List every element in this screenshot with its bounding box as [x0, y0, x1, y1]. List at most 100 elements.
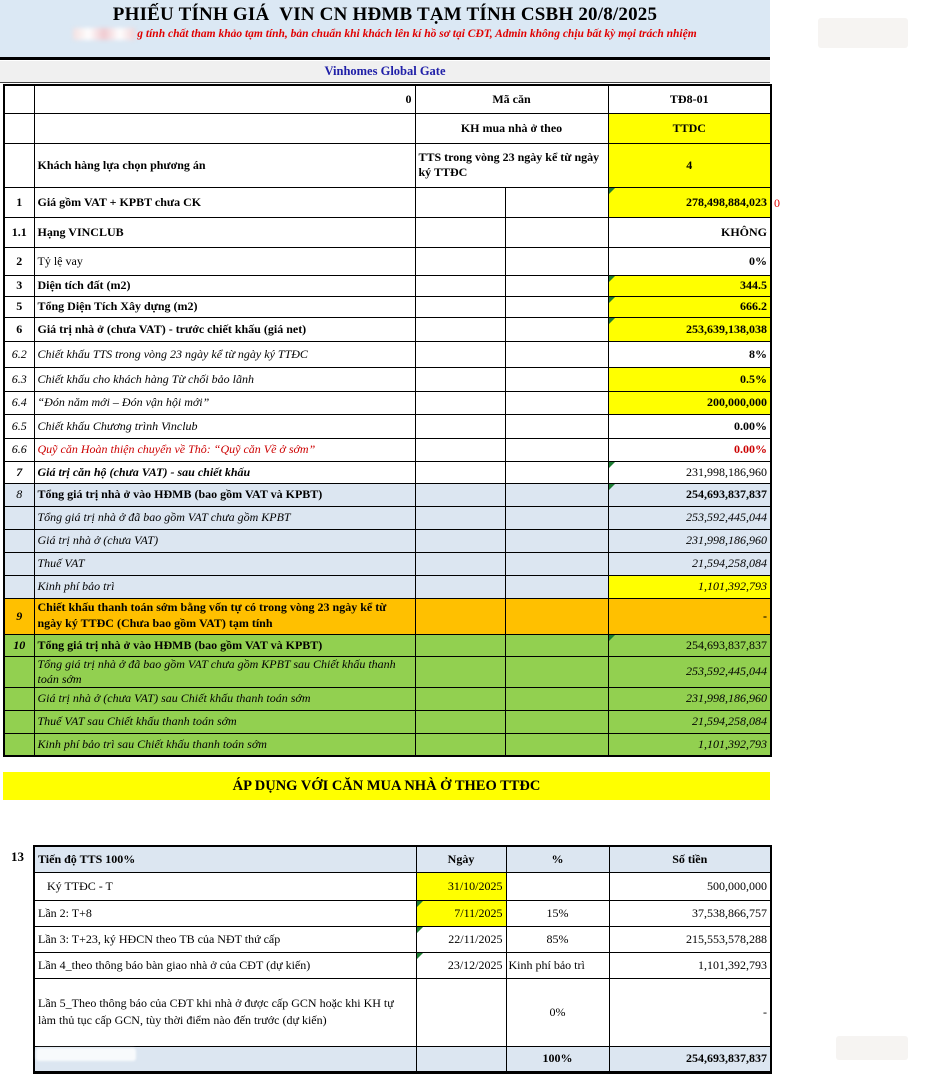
comment-indicator-icon — [417, 953, 423, 959]
label-cell: Quỹ căn Hoàn thiện chuyển về Thô: “Quỹ c… — [33, 437, 416, 462]
empty-cell — [504, 390, 609, 415]
amount-cell: 37,538,866,757 — [608, 899, 772, 927]
comment-indicator-icon — [609, 318, 615, 324]
empty-cell — [414, 366, 506, 392]
value-cell[interactable]: 278,498,884,023 — [607, 186, 772, 218]
value-cell[interactable]: 4 — [607, 142, 772, 188]
label-cell: Tổng Diện Tích Xây dựng (m2) — [33, 295, 416, 318]
empty-cell — [414, 633, 506, 657]
empty-cell — [3, 686, 35, 711]
date-cell[interactable]: 31/10/2025 — [415, 871, 507, 901]
empty-cell — [504, 460, 609, 484]
empty-cell — [414, 437, 506, 462]
amount-cell: 215,553,578,288 — [608, 925, 772, 953]
table-row: Lần 2: T+8 7/11/2025 15% 37,538,866,757 — [33, 899, 772, 927]
value-cell[interactable]: 1,101,392,793 — [607, 574, 772, 599]
page-title: PHIẾU TÍNH GIÁ VIN CN HĐMB TẠM TÍNH CSBH… — [112, 4, 658, 25]
label-cell: Diện tích đất (m2) — [33, 274, 416, 297]
amount-cell: 1,101,392,793 — [608, 951, 772, 979]
label-cell: Giá trị nhà ở (chưa VAT) - trước chiết k… — [33, 316, 416, 342]
table-row: 8 Tổng giá trị nhà ở vào HĐMB (bao gồm V… — [3, 482, 772, 507]
label-cell: Giá trị nhà ở (chưa VAT) sau Chiết khấu … — [33, 686, 416, 711]
divider — [0, 57, 770, 60]
table-row: KH mua nhà ở theo TTDC — [3, 112, 772, 144]
comment-indicator-icon — [417, 927, 423, 933]
label-cell: Hạng VINCLUB — [33, 216, 416, 248]
comment-indicator-icon — [609, 484, 615, 490]
percent-cell: Kinh phí bảo trì — [505, 951, 610, 979]
table-row: 6.6 Quỹ căn Hoàn thiện chuyển về Thô: “Q… — [3, 437, 772, 462]
comment-indicator-icon — [609, 635, 615, 641]
table-row: 0 Mã căn TĐ8-01 — [3, 84, 772, 114]
date-cell: 22/11/2025 — [415, 925, 507, 953]
empty-cell — [414, 460, 506, 484]
row-number-cell: 6.6 — [3, 437, 35, 462]
empty-cell — [414, 686, 506, 711]
empty-cell — [504, 186, 609, 218]
table-row: 6.2 Chiết khấu TTS trong vòng 23 ngày kể… — [3, 340, 772, 368]
empty-cell — [3, 505, 35, 530]
value-cell: 0% — [607, 246, 772, 276]
empty-cell — [415, 977, 507, 1047]
row-number-cell: 6.3 — [3, 366, 35, 392]
value-cell: 254,693,837,837 — [607, 482, 772, 507]
empty-cell — [504, 574, 609, 599]
label-cell: Kinh phí bảo trì — [33, 574, 416, 599]
label-cell: Chiết khấu cho khách hàng Từ chối bảo lã… — [33, 366, 416, 392]
label-cell: Mã căn — [414, 84, 609, 114]
empty-cell — [505, 871, 610, 901]
schedule-table: Tiến độ TTS 100% Ngày % Số tiền Ký TTĐC … — [33, 845, 772, 1074]
label-cell: Kinh phí bảo trì sau Chiết khấu thanh to… — [33, 732, 416, 757]
row-number-cell: 8 — [3, 482, 35, 507]
comment-indicator-icon — [609, 297, 615, 303]
table-row: 1 Giá gồm VAT + KPBT chưa CK 278,498,884… — [3, 186, 772, 218]
table-row: Ký TTĐC - T 31/10/2025 500,000,000 — [33, 871, 772, 901]
empty-cell — [3, 732, 35, 757]
empty-cell — [504, 551, 609, 576]
blurred-watermark — [73, 28, 136, 40]
empty-cell — [414, 732, 506, 757]
empty-cell — [414, 528, 506, 553]
value-cell[interactable]: TTDC — [607, 112, 772, 144]
empty-cell — [414, 274, 506, 297]
label-cell: Thuế VAT sau Chiết khấu thanh toán sớm — [33, 709, 416, 734]
table-row: 6.4 “Đón năm mới – Đón vận hội mới” 200,… — [3, 390, 772, 415]
value-cell: 253,592,445,044 — [607, 655, 772, 688]
empty-cell — [3, 142, 35, 188]
value-cell[interactable]: 0.5% — [607, 366, 772, 392]
value-cell[interactable]: 344.5 — [607, 274, 772, 297]
empty-cell — [504, 505, 609, 530]
empty-cell — [504, 366, 609, 392]
date-cell[interactable]: 7/11/2025 — [415, 899, 507, 927]
label-cell: Lần 3: T+23, ký HĐCN theo TB của NĐT thứ… — [33, 925, 417, 953]
empty-cell — [3, 84, 35, 114]
empty-cell — [414, 413, 506, 439]
label-cell: “Đón năm mới – Đón vận hội mới” — [33, 390, 416, 415]
row-number-cell: 2 — [3, 246, 35, 276]
amount-cell: 500,000,000 — [608, 871, 772, 901]
row-number-cell: 9 — [3, 597, 35, 635]
empty-cell — [3, 551, 35, 576]
table-row: 5 Tổng Diện Tích Xây dựng (m2) 666.2 — [3, 295, 772, 318]
empty-cell — [414, 186, 506, 218]
value-cell[interactable]: 666.2 — [607, 295, 772, 318]
label-cell: Giá gồm VAT + KPBT chưa CK — [33, 186, 416, 218]
value-cell[interactable]: 253,639,138,038 — [607, 316, 772, 342]
table-row: 9 Chiết khấu thanh toán sớm bằng vốn tự … — [3, 597, 772, 635]
empty-cell — [414, 655, 506, 688]
empty-cell — [414, 340, 506, 368]
empty-cell — [504, 316, 609, 342]
empty-cell — [414, 246, 506, 276]
percent-cell: 15% — [505, 899, 610, 927]
empty-cell — [504, 216, 609, 248]
empty-cell — [414, 316, 506, 342]
table-row: 6 Giá trị nhà ở (chưa VAT) - trước chiết… — [3, 316, 772, 342]
empty-cell — [414, 216, 506, 248]
label-cell: Tỷ lệ vay — [33, 246, 416, 276]
total-amount-cell: 254,693,837,837 — [608, 1045, 772, 1073]
empty-cell — [414, 574, 506, 599]
table-row: 1.1 Hạng VINCLUB KHÔNG — [3, 216, 772, 248]
empty-cell — [3, 574, 35, 599]
value-cell[interactable]: 200,000,000 — [607, 390, 772, 415]
